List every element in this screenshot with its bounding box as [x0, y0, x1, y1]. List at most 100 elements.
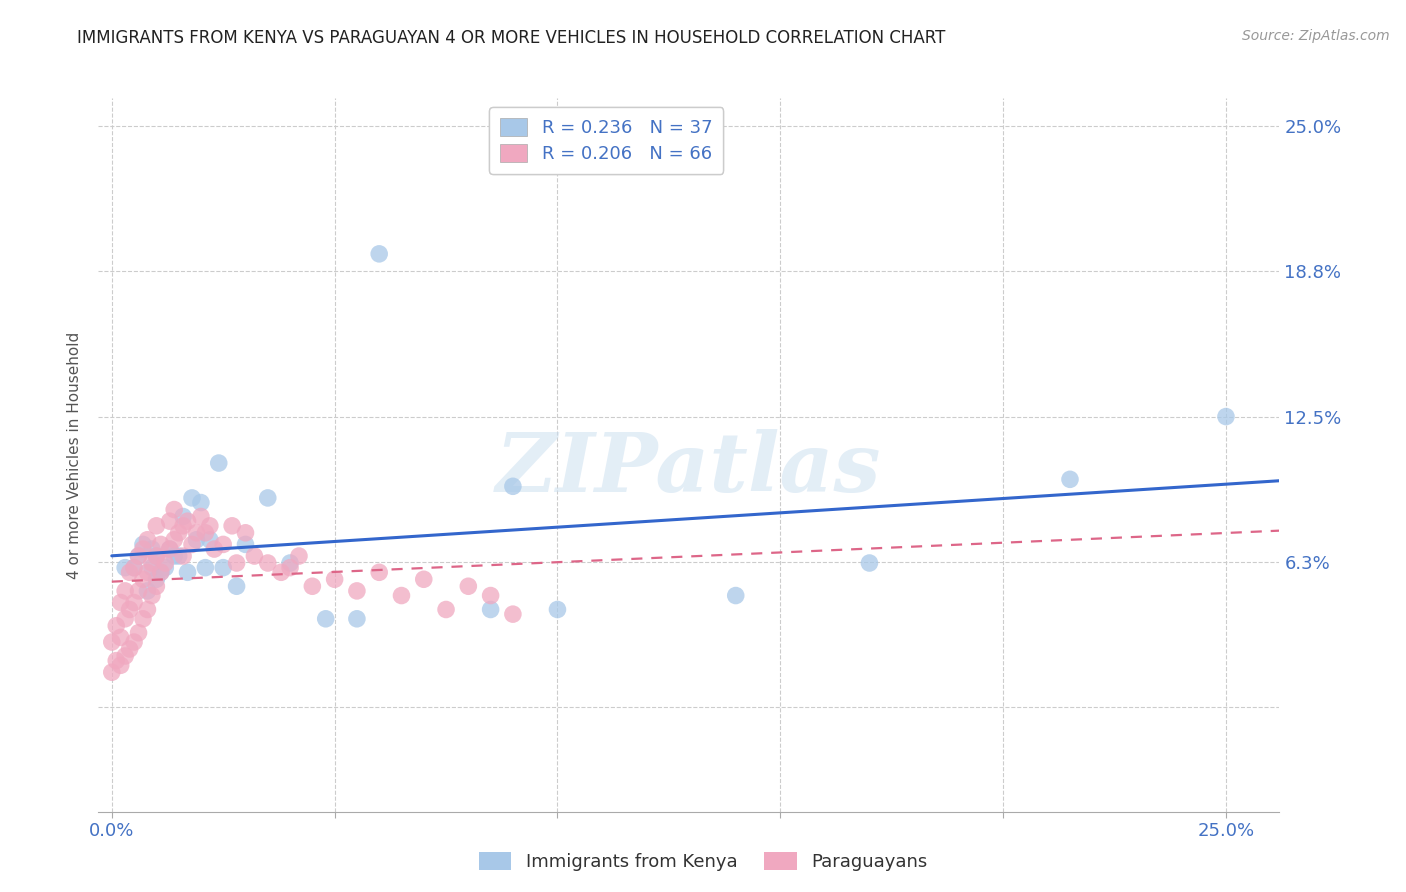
Point [186, 525, 208, 540]
Point [136, 602, 159, 616]
Point [141, 560, 163, 574]
Point [346, 612, 368, 626]
Point [167, 525, 190, 540]
Point [110, 658, 132, 673]
Point [155, 556, 177, 570]
Point [479, 602, 502, 616]
Text: IMMIGRANTS FROM KENYA VS PARAGUAYAN 4 OR MORE VEHICLES IN HOUSEHOLD CORRELATION : IMMIGRANTS FROM KENYA VS PARAGUAYAN 4 OR… [77, 29, 946, 46]
Point [346, 583, 368, 598]
Point [278, 560, 301, 574]
Point [212, 560, 235, 574]
Point [235, 525, 257, 540]
Point [434, 602, 457, 616]
Point [136, 533, 159, 547]
Point [301, 579, 323, 593]
Point [114, 612, 136, 626]
Point [221, 518, 243, 533]
Point [155, 560, 177, 574]
Point [176, 514, 198, 528]
Point [194, 525, 217, 540]
Point [118, 566, 141, 580]
Point [145, 549, 167, 563]
Point [141, 589, 163, 603]
Point [858, 556, 880, 570]
Point [198, 518, 221, 533]
Point [208, 456, 231, 470]
Point [122, 595, 145, 609]
Point [141, 556, 163, 570]
Point [145, 518, 167, 533]
Point [225, 556, 247, 570]
Point [110, 631, 132, 645]
Point [122, 560, 145, 574]
Point [132, 612, 155, 626]
Point [181, 491, 204, 505]
Point [212, 537, 235, 551]
Point [202, 542, 225, 557]
Point [110, 595, 132, 609]
Point [145, 549, 167, 563]
Legend: Immigrants from Kenya, Paraguayans: Immigrants from Kenya, Paraguayans [471, 845, 935, 879]
Point [145, 579, 167, 593]
Point [1059, 472, 1081, 486]
Point [128, 583, 150, 598]
Point [122, 635, 145, 649]
Point [132, 572, 155, 586]
Point [163, 502, 186, 516]
Point [502, 479, 524, 493]
Point [172, 518, 194, 533]
Point [132, 542, 155, 557]
Legend: R = 0.236   N = 37, R = 0.206   N = 66: R = 0.236 N = 37, R = 0.206 N = 66 [489, 107, 723, 174]
Point [225, 579, 247, 593]
Point [724, 589, 747, 603]
Point [145, 572, 167, 586]
Point [288, 549, 311, 563]
Point [105, 654, 128, 668]
Point [159, 542, 181, 557]
Point [136, 583, 159, 598]
Point [101, 635, 124, 649]
Point [235, 537, 257, 551]
Point [368, 566, 391, 580]
Text: ZIPatlas: ZIPatlas [496, 429, 882, 509]
Point [105, 619, 128, 633]
Point [128, 549, 150, 563]
Point [163, 549, 186, 563]
Point [159, 514, 181, 528]
Point [256, 556, 278, 570]
Point [368, 247, 391, 261]
Text: Source: ZipAtlas.com: Source: ZipAtlas.com [1241, 29, 1389, 43]
Point [1215, 409, 1237, 424]
Point [167, 549, 190, 563]
Point [479, 589, 502, 603]
Point [198, 533, 221, 547]
Point [278, 556, 301, 570]
Point [128, 625, 150, 640]
Point [181, 537, 204, 551]
Point [149, 537, 172, 551]
Point [159, 542, 181, 557]
Point [194, 560, 217, 574]
Point [176, 566, 198, 580]
Point [141, 542, 163, 557]
Point [149, 566, 172, 580]
Point [118, 642, 141, 657]
Point [128, 549, 150, 563]
Point [149, 566, 172, 580]
Point [114, 648, 136, 663]
Point [118, 602, 141, 616]
Point [256, 491, 278, 505]
Point [315, 612, 337, 626]
Y-axis label: 4 or more Vehicles in Household: 4 or more Vehicles in Household [67, 331, 83, 579]
Point [172, 549, 194, 563]
Point [243, 549, 266, 563]
Point [114, 583, 136, 598]
Point [114, 560, 136, 574]
Point [163, 533, 186, 547]
Point [186, 533, 208, 547]
Point [457, 579, 479, 593]
Point [101, 665, 124, 680]
Point [502, 607, 524, 622]
Point [391, 589, 413, 603]
Point [172, 509, 194, 524]
